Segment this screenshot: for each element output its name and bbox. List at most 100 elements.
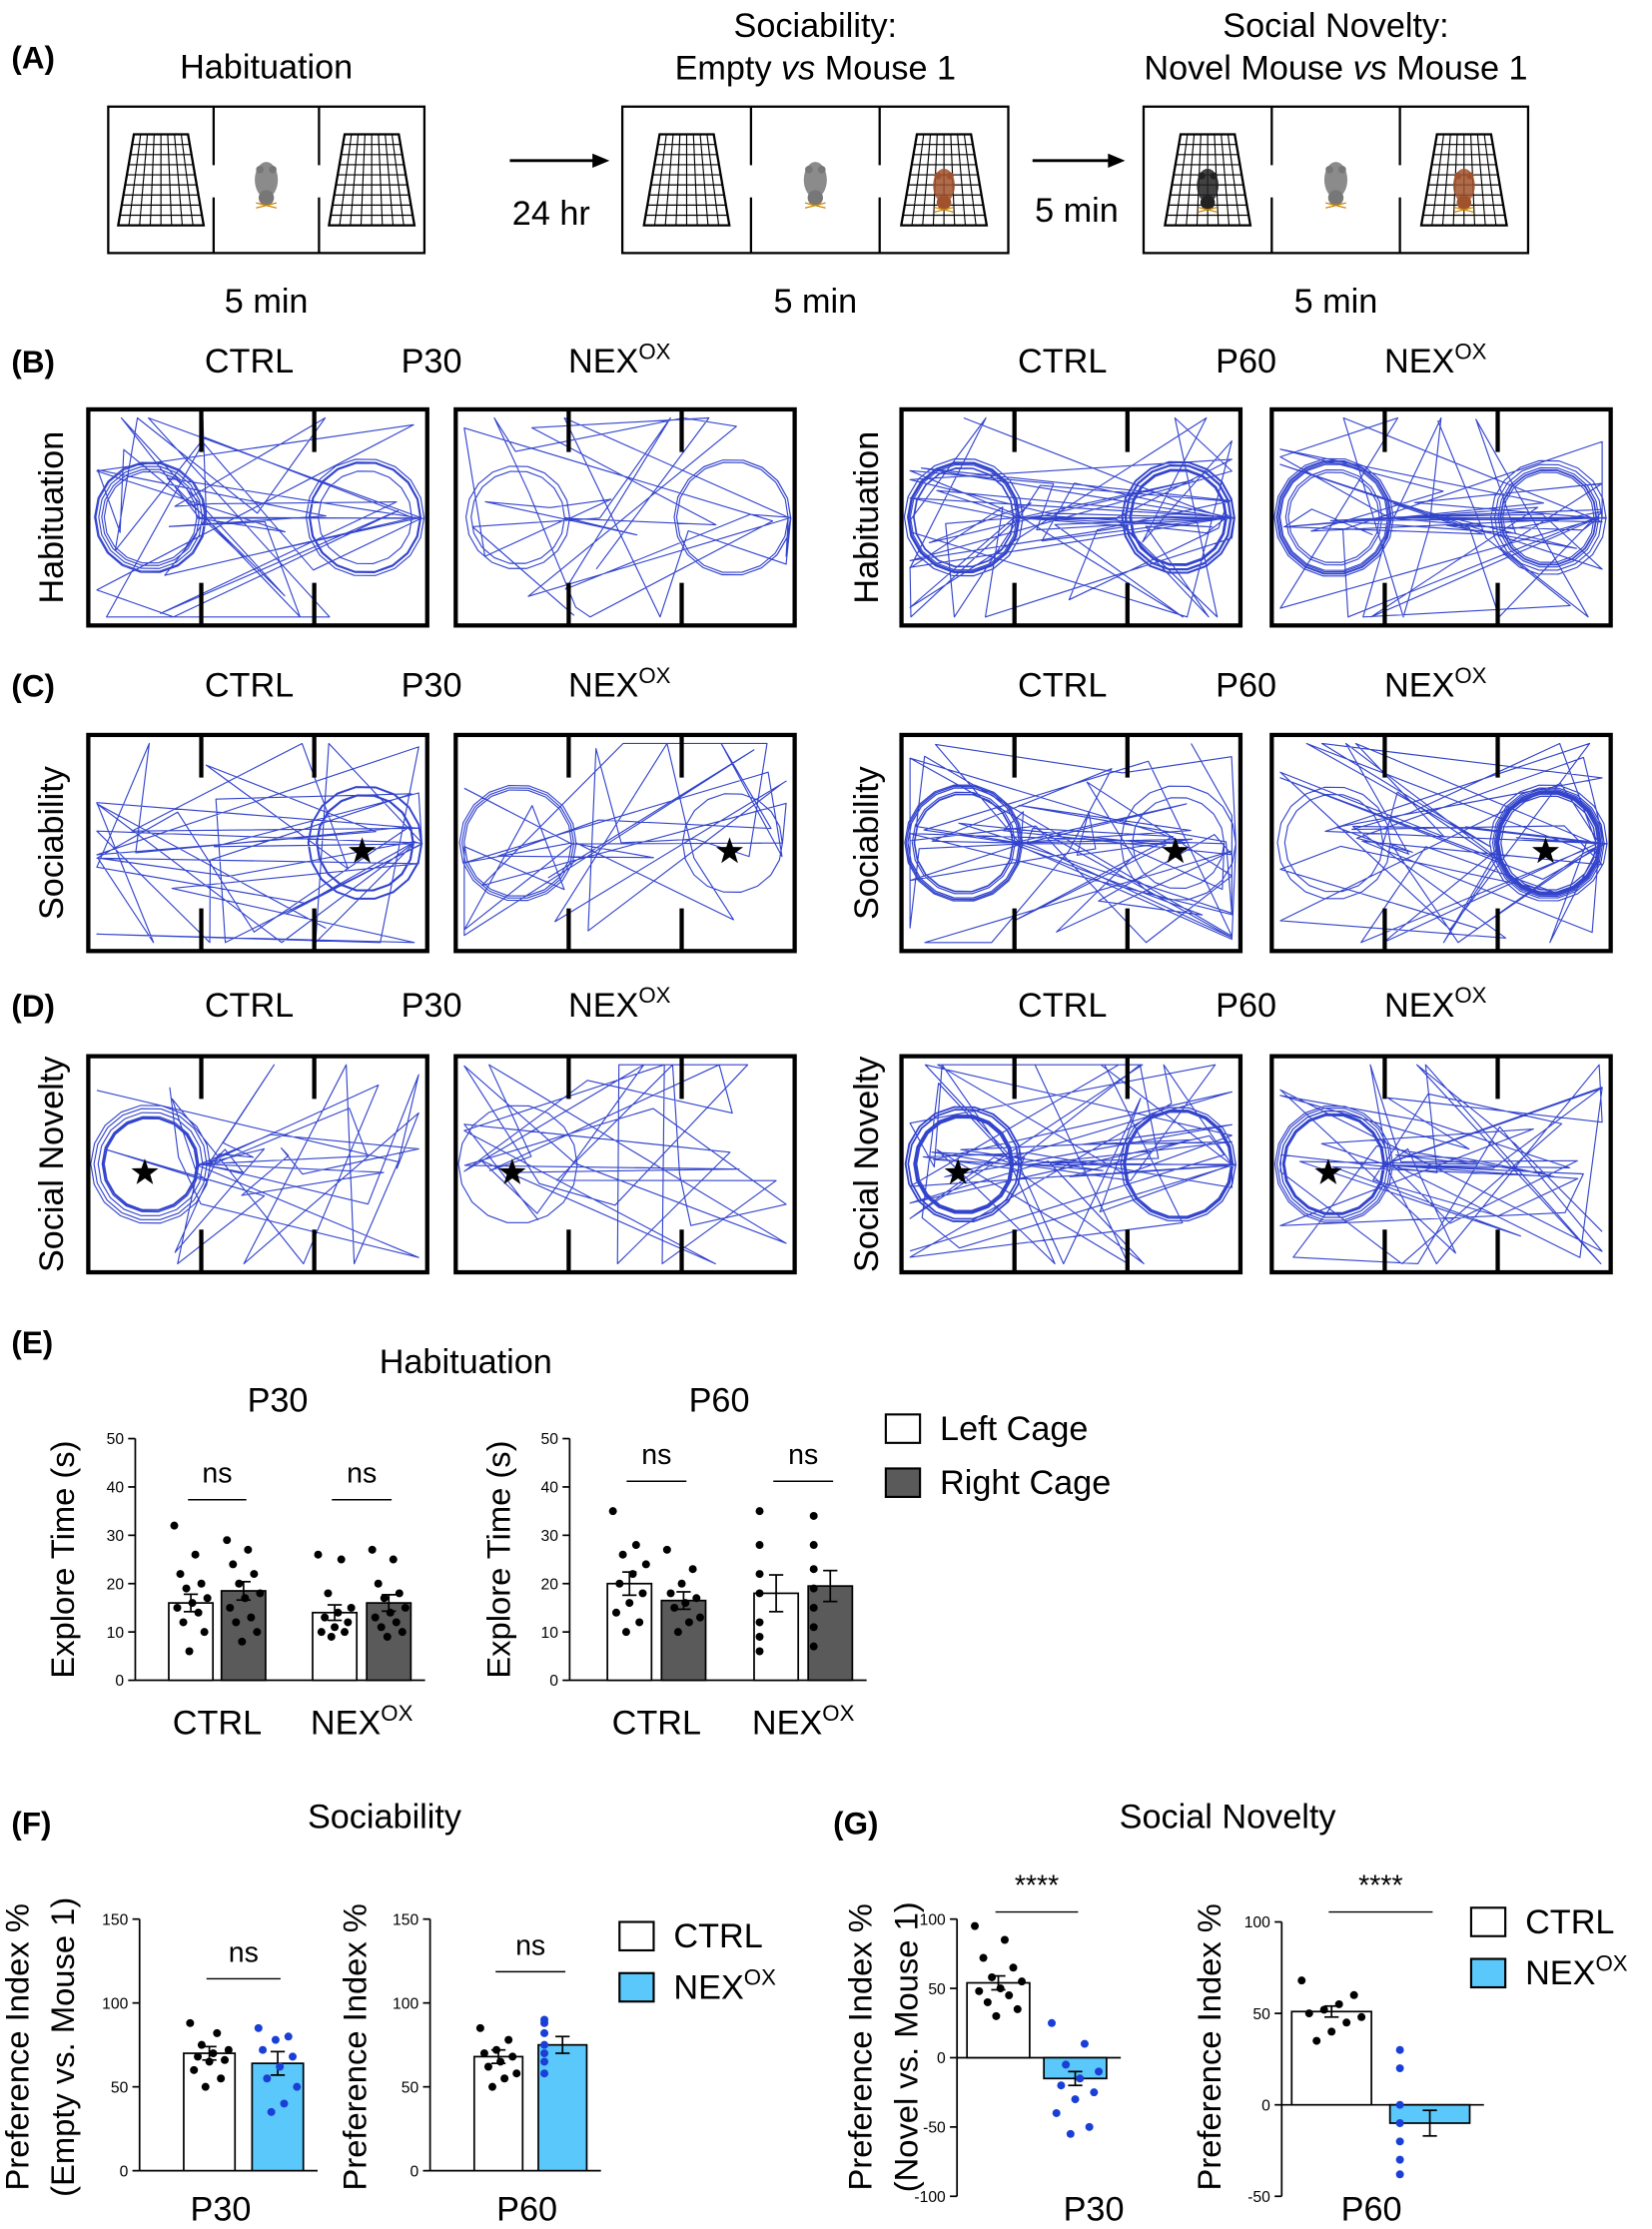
data-point xyxy=(344,1618,353,1627)
data-point xyxy=(392,1618,401,1627)
data-point xyxy=(203,1594,212,1603)
legend-swatch xyxy=(618,1971,655,2003)
data-point xyxy=(201,2082,210,2091)
data-point xyxy=(1304,2009,1313,2018)
data-point xyxy=(200,1628,209,1637)
mouse-whiskers xyxy=(1198,206,1218,213)
trajectory xyxy=(904,1064,1237,1265)
mouse-whiskers xyxy=(1325,202,1346,209)
legend-label-sup: OX xyxy=(1595,1951,1627,1976)
trajectory xyxy=(904,743,1237,944)
data-point xyxy=(380,1594,389,1603)
bar xyxy=(966,1981,1031,2059)
stimulus-star xyxy=(715,837,744,864)
data-point xyxy=(1312,2036,1321,2045)
cage-grid xyxy=(1483,134,1497,226)
condition-label-base: NEX xyxy=(568,987,639,1025)
data-point xyxy=(334,1608,343,1617)
data-point xyxy=(194,1608,203,1617)
cage-grid xyxy=(350,134,360,226)
data-point xyxy=(809,1512,818,1520)
mouse-head xyxy=(936,195,952,210)
cage-grid xyxy=(1441,134,1451,226)
data-point xyxy=(625,1599,634,1608)
data-point xyxy=(398,1628,407,1637)
condition-label: CTRL xyxy=(1018,667,1107,705)
row-label: Sociability xyxy=(848,765,886,920)
legend-label: Right Cage xyxy=(940,1464,1111,1502)
mouse-ear xyxy=(1198,172,1206,180)
data-point xyxy=(1052,2109,1061,2117)
y-tick-label: 100 xyxy=(393,1995,418,2012)
mouse-icon xyxy=(1323,162,1348,209)
condition-label: NEXOX xyxy=(1384,983,1487,1025)
y-tick-label: 0 xyxy=(410,2163,418,2180)
legend-label-sup: OX xyxy=(744,1965,776,1990)
row-label: Social Novelty xyxy=(848,1056,886,1272)
data-point xyxy=(254,2023,263,2032)
cage-grid xyxy=(378,134,384,226)
mouse-ear xyxy=(1454,172,1462,180)
condition-label: CTRL xyxy=(205,987,294,1025)
data-point xyxy=(1349,1990,1358,1999)
trajectory xyxy=(96,742,423,944)
cage-grid xyxy=(139,134,149,226)
data-point xyxy=(341,1628,350,1637)
data-point xyxy=(389,1555,398,1564)
data-point xyxy=(395,1589,404,1598)
y-tick-label: 100 xyxy=(920,1911,946,1928)
arena-frame xyxy=(1269,1054,1613,1275)
x-axis-label: P60 xyxy=(1341,2190,1402,2228)
y-axis-label: Preference Index % xyxy=(842,1903,879,2190)
mouse-ear xyxy=(805,165,813,174)
x-tick-label-base: NEX xyxy=(752,1705,823,1743)
age-label: P30 xyxy=(402,343,462,380)
data-point xyxy=(540,2018,549,2027)
trajectory xyxy=(94,416,425,618)
panel-title: Social Novelty xyxy=(1120,1799,1337,1837)
cage-grid xyxy=(957,134,967,226)
data-point xyxy=(331,1623,340,1632)
legend-swatch xyxy=(618,1920,655,1952)
data-point xyxy=(755,1632,764,1641)
data-point xyxy=(809,1584,818,1593)
y-tick-label: 20 xyxy=(541,1576,559,1593)
y-axis-label: Explore Time (s) xyxy=(479,1440,516,1678)
data-point xyxy=(618,1550,627,1559)
mouse-icon xyxy=(1452,168,1475,213)
data-point xyxy=(662,1545,671,1554)
stage-title-part: Habituation xyxy=(180,48,353,86)
mouse-whiskers xyxy=(1453,206,1474,213)
data-point xyxy=(293,2082,302,2091)
data-point xyxy=(621,1628,630,1637)
y-tick-label: -100 xyxy=(914,2189,946,2206)
data-point xyxy=(232,1618,241,1627)
data-point xyxy=(368,1545,377,1554)
data-point xyxy=(217,2074,226,2083)
cage-grid xyxy=(1221,134,1231,226)
data-point xyxy=(666,1589,675,1598)
trajectory xyxy=(457,1064,787,1265)
bar xyxy=(660,1599,707,1682)
condition-label: NEXOX xyxy=(1384,663,1487,705)
condition-label: NEXOX xyxy=(568,339,671,380)
stimulus-star xyxy=(498,1158,526,1184)
mouse-ear xyxy=(817,165,826,174)
data-point xyxy=(809,1642,818,1651)
mouse-icon xyxy=(1197,168,1220,213)
legend-swatch xyxy=(1469,1906,1507,1937)
data-point xyxy=(238,1637,247,1646)
stage-title: Empty vs Mouse 1 xyxy=(675,50,956,88)
data-point xyxy=(1057,2081,1066,2090)
x-axis-label: P30 xyxy=(191,2190,252,2228)
data-point xyxy=(809,1623,818,1632)
data-point xyxy=(992,2011,1001,2020)
panel-label: (G) xyxy=(833,1806,878,1841)
data-point xyxy=(809,1541,818,1550)
significance-label: ns xyxy=(229,1936,259,1968)
arena-frame xyxy=(86,406,429,628)
condition-label-base: NEX xyxy=(1384,667,1455,705)
data-point xyxy=(374,1579,383,1588)
data-point xyxy=(1395,2170,1404,2179)
data-point xyxy=(475,2023,484,2032)
